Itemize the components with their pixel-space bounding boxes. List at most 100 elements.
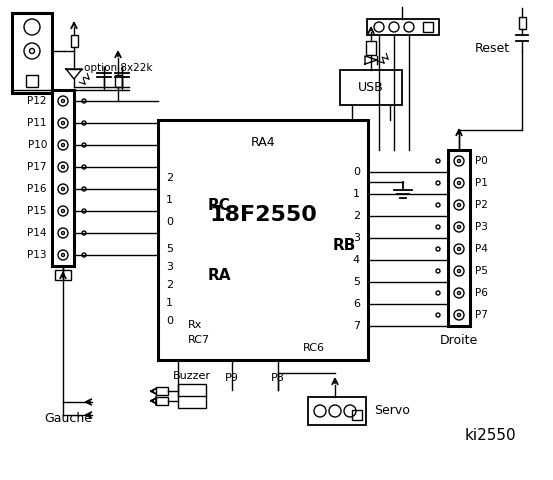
Bar bbox=[340, 70, 402, 105]
Circle shape bbox=[82, 209, 86, 213]
Circle shape bbox=[436, 159, 440, 163]
Text: P8: P8 bbox=[271, 373, 285, 383]
Circle shape bbox=[61, 231, 65, 235]
Circle shape bbox=[314, 405, 326, 417]
Bar bbox=[12, 13, 52, 93]
Circle shape bbox=[457, 291, 461, 295]
Circle shape bbox=[82, 187, 86, 191]
Bar bbox=[158, 120, 368, 360]
Text: P9: P9 bbox=[225, 373, 239, 383]
Text: RB: RB bbox=[333, 238, 356, 252]
Text: 2: 2 bbox=[353, 211, 360, 221]
Bar bbox=[52, 90, 74, 266]
Circle shape bbox=[82, 231, 86, 235]
Text: 2: 2 bbox=[166, 173, 173, 183]
Text: 5: 5 bbox=[353, 277, 360, 287]
Circle shape bbox=[454, 200, 464, 210]
Text: P17: P17 bbox=[28, 162, 47, 172]
Text: Droite: Droite bbox=[440, 335, 478, 348]
Text: RA: RA bbox=[208, 267, 232, 283]
Circle shape bbox=[436, 291, 440, 295]
Circle shape bbox=[457, 226, 461, 228]
Bar bbox=[55, 270, 71, 280]
Circle shape bbox=[344, 405, 356, 417]
Bar bbox=[156, 387, 168, 395]
Text: P7: P7 bbox=[475, 310, 488, 320]
Circle shape bbox=[82, 143, 86, 147]
Text: P13: P13 bbox=[28, 250, 47, 260]
Text: P2: P2 bbox=[475, 200, 488, 210]
Circle shape bbox=[404, 22, 414, 32]
Circle shape bbox=[61, 209, 65, 213]
Circle shape bbox=[61, 166, 65, 168]
Text: P12: P12 bbox=[28, 96, 47, 106]
Text: P11: P11 bbox=[28, 118, 47, 128]
Text: P1: P1 bbox=[475, 178, 488, 188]
Text: 7: 7 bbox=[353, 321, 360, 331]
Circle shape bbox=[61, 188, 65, 191]
Text: P5: P5 bbox=[475, 266, 488, 276]
Circle shape bbox=[329, 405, 341, 417]
Text: 4: 4 bbox=[353, 255, 360, 265]
Bar bbox=[114, 75, 122, 87]
Text: USB: USB bbox=[358, 81, 384, 94]
Text: 1: 1 bbox=[353, 189, 360, 199]
Bar bbox=[366, 41, 376, 55]
Circle shape bbox=[58, 250, 68, 260]
Circle shape bbox=[82, 253, 86, 257]
Circle shape bbox=[374, 22, 384, 32]
Text: 1: 1 bbox=[166, 298, 173, 308]
Text: Reset: Reset bbox=[474, 41, 509, 55]
Text: 0: 0 bbox=[166, 316, 173, 326]
Text: P15: P15 bbox=[28, 206, 47, 216]
Text: P3: P3 bbox=[475, 222, 488, 232]
Circle shape bbox=[436, 181, 440, 185]
Circle shape bbox=[457, 181, 461, 184]
Text: RA4: RA4 bbox=[251, 135, 275, 148]
Text: 0: 0 bbox=[353, 167, 360, 177]
Bar bbox=[26, 75, 38, 87]
Bar bbox=[308, 397, 366, 425]
Circle shape bbox=[454, 222, 464, 232]
Text: 2: 2 bbox=[166, 280, 173, 290]
Text: Buzzer: Buzzer bbox=[173, 371, 211, 381]
Text: 0: 0 bbox=[166, 217, 173, 227]
Bar bbox=[352, 410, 362, 420]
Circle shape bbox=[457, 269, 461, 273]
Text: P10: P10 bbox=[28, 140, 47, 150]
Circle shape bbox=[61, 99, 65, 103]
Circle shape bbox=[454, 244, 464, 254]
Circle shape bbox=[436, 225, 440, 229]
Bar bbox=[423, 22, 433, 32]
Circle shape bbox=[61, 253, 65, 256]
Text: ki2550: ki2550 bbox=[464, 428, 516, 443]
Text: P4: P4 bbox=[475, 244, 488, 254]
Circle shape bbox=[454, 178, 464, 188]
Text: RC6: RC6 bbox=[303, 343, 325, 353]
Bar bbox=[70, 35, 77, 47]
Circle shape bbox=[24, 19, 40, 35]
Circle shape bbox=[436, 203, 440, 207]
Circle shape bbox=[82, 121, 86, 125]
Circle shape bbox=[29, 48, 34, 53]
Circle shape bbox=[82, 165, 86, 169]
Text: 3: 3 bbox=[166, 262, 173, 272]
Circle shape bbox=[454, 310, 464, 320]
Circle shape bbox=[58, 228, 68, 238]
Circle shape bbox=[58, 118, 68, 128]
Text: 18F2550: 18F2550 bbox=[209, 205, 317, 225]
Text: 3: 3 bbox=[353, 233, 360, 243]
Text: RC7: RC7 bbox=[188, 335, 210, 345]
Text: 5: 5 bbox=[166, 244, 173, 254]
Circle shape bbox=[24, 43, 40, 59]
Circle shape bbox=[457, 159, 461, 163]
Circle shape bbox=[454, 288, 464, 298]
Bar bbox=[367, 19, 439, 35]
Circle shape bbox=[58, 96, 68, 106]
Text: Rx: Rx bbox=[188, 320, 202, 330]
Bar bbox=[519, 17, 525, 29]
Circle shape bbox=[61, 144, 65, 146]
Bar bbox=[448, 150, 470, 326]
Circle shape bbox=[58, 162, 68, 172]
Circle shape bbox=[436, 247, 440, 251]
